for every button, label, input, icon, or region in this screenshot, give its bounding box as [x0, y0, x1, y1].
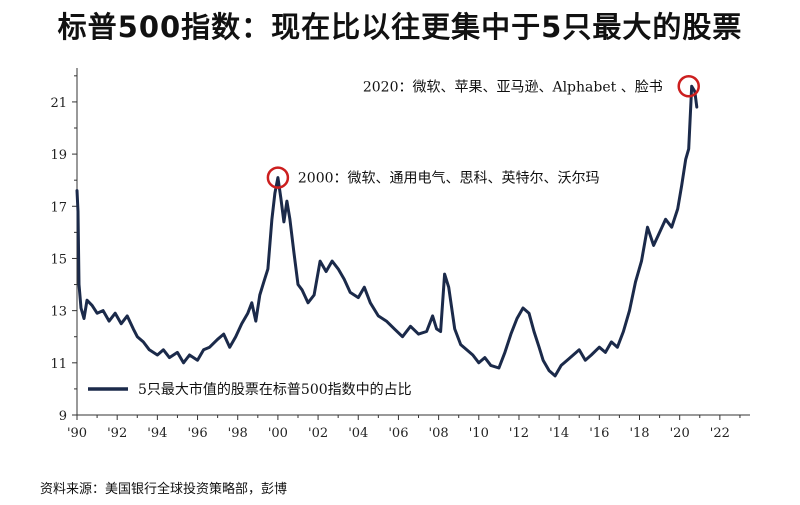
legend-label: 5只最大市值的股票在标普500指数中的占比: [138, 381, 412, 398]
x-tick-label: '00: [268, 426, 288, 441]
y-tick-label: 17: [50, 200, 67, 215]
y-tick-label: 9: [59, 409, 67, 424]
highlight-circle: [677, 75, 700, 98]
x-tick-label: '14: [549, 426, 569, 441]
y-tick-label: 15: [50, 252, 67, 267]
x-tick-label: '04: [348, 426, 368, 441]
x-tick-label: '98: [228, 426, 248, 441]
x-tick-label: '08: [429, 426, 449, 441]
x-tick-label: '12: [509, 426, 529, 441]
x-tick-label: '92: [107, 426, 127, 441]
y-tick-label: 11: [50, 357, 67, 372]
x-tick-label: '94: [147, 426, 167, 441]
annotation-label: 2020：微软、苹果、亚马逊、Alphabet 、脸书: [363, 79, 663, 95]
chart-axes: 9 11 13 15 17 19 21 '90 '92 '94 '96 '98 '00 '02 '04 '06…: [50, 68, 750, 441]
x-tick-label: '16: [589, 426, 609, 441]
legend: 5只最大市值的股票在标普500指数中的占比: [88, 381, 412, 398]
x-tick-label: '02: [308, 426, 328, 441]
x-tick-label: '06: [388, 426, 408, 441]
x-tick-label: '90: [67, 426, 87, 441]
x-tick-label: '96: [187, 426, 207, 441]
source-note: 资料来源：美国银行全球投资策略部，彭博: [40, 482, 288, 497]
page-title: 标普500指数：现在比以往更集中于5只最大的股票: [57, 10, 743, 44]
x-tick-label: '18: [629, 426, 649, 441]
y-tick-label: 13: [50, 305, 67, 320]
y-tick-label: 19: [50, 148, 67, 163]
series-group: [75, 84, 699, 378]
x-tick-label: '10: [469, 426, 489, 441]
series-line: [75, 84, 699, 378]
x-tick-label: '20: [670, 426, 690, 441]
y-tick-label: 21: [50, 96, 67, 111]
x-tick-label: '22: [710, 426, 730, 441]
annotation-label: 2000：微软、通用电气、思科、英特尔、沃尔玛: [298, 170, 600, 187]
annotations-group: 2000：微软、通用电气、思科、英特尔、沃尔玛 2020：微软、苹果、亚马逊、Al…: [266, 75, 700, 189]
highlight-circle: [266, 166, 290, 189]
